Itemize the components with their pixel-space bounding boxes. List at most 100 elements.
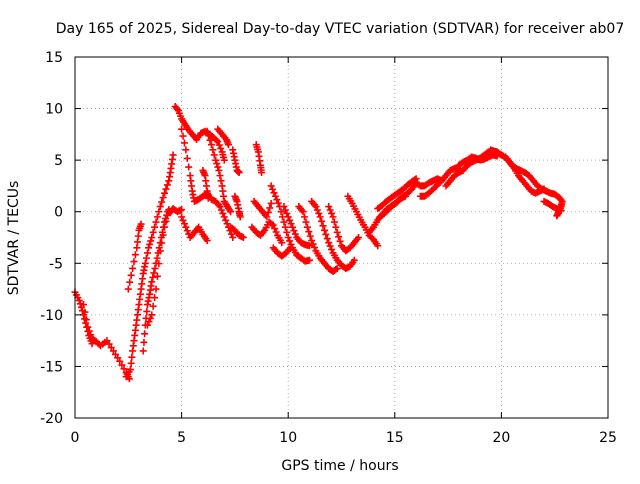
data-point: [312, 203, 320, 211]
data-point: [169, 151, 177, 159]
data-point: [325, 239, 333, 247]
data-point: [328, 246, 336, 254]
data-point: [87, 331, 95, 339]
data-point: [269, 185, 277, 193]
data-point: [179, 216, 187, 224]
data-point: [269, 221, 277, 229]
data-point: [281, 206, 289, 214]
data-point: [227, 230, 235, 238]
data-point: [305, 228, 313, 236]
data-point: [277, 208, 285, 216]
data-point: [81, 308, 89, 316]
y-tick-label: 10: [45, 102, 63, 118]
x-tick-label: 5: [177, 430, 186, 446]
data-point: [149, 228, 157, 236]
chart-title: Day 165 of 2025, Sidereal Day-to-day VTE…: [56, 21, 625, 37]
data-point: [148, 311, 156, 319]
data-point: [118, 361, 126, 369]
data-point: [290, 227, 298, 235]
data-point: [235, 169, 243, 177]
data-point: [134, 232, 142, 240]
data-point: [179, 132, 187, 140]
data-point: [127, 271, 135, 279]
data-point: [126, 366, 134, 374]
data-point: [210, 151, 218, 159]
data-point: [301, 213, 309, 221]
data-point: [318, 217, 326, 225]
data-point: [264, 208, 272, 216]
data-point: [145, 318, 153, 326]
data-point: [116, 357, 124, 365]
data-point: [328, 209, 336, 217]
y-tick-label: -15: [40, 359, 63, 375]
data-point: [153, 272, 161, 280]
data-point: [163, 211, 171, 219]
data-point: [162, 217, 170, 225]
data-point: [134, 238, 142, 246]
data-point: [330, 218, 338, 226]
data-point: [268, 220, 276, 228]
data-point: [150, 269, 158, 277]
data-point: [332, 265, 340, 273]
data-point: [143, 249, 151, 257]
data-point: [315, 209, 323, 217]
data-point: [299, 208, 307, 216]
data-point: [266, 204, 274, 212]
data-point: [145, 244, 153, 252]
x-tick-label: 25: [599, 430, 617, 446]
data-point: [214, 138, 222, 146]
data-point: [303, 223, 311, 231]
data-point: [153, 213, 161, 221]
x-axis-label: GPS time / hours: [281, 458, 398, 474]
data-point: [217, 206, 225, 214]
data-point: [271, 192, 279, 200]
y-tick-label: 0: [54, 205, 63, 221]
data-point: [335, 233, 343, 241]
data-point: [267, 199, 275, 207]
data-point: [120, 365, 128, 373]
data-point: [127, 359, 135, 367]
data-point: [374, 242, 382, 250]
data-point: [223, 220, 231, 228]
data-point: [263, 213, 271, 221]
data-point: [163, 181, 171, 189]
data-point: [325, 203, 333, 211]
data-point: [215, 141, 223, 149]
data-point: [183, 227, 191, 235]
data-point: [207, 141, 215, 149]
data-point: [129, 264, 137, 272]
data-point: [326, 242, 334, 250]
data-point: [180, 139, 188, 147]
data-point: [152, 285, 160, 293]
y-tick-label: -20: [40, 411, 63, 427]
data-point: [146, 240, 154, 248]
data-point: [212, 136, 220, 144]
data-point: [326, 206, 334, 214]
data-point: [283, 209, 291, 217]
data-point: [155, 208, 163, 216]
data-point: [141, 259, 149, 267]
x-tick-label: 20: [492, 430, 510, 446]
data-point: [80, 301, 88, 309]
data-point: [225, 141, 233, 149]
data-point: [220, 156, 228, 164]
y-tick-label: 15: [45, 50, 63, 66]
data-point: [137, 220, 145, 228]
data-point: [355, 234, 363, 241]
data-point: [309, 240, 317, 248]
data-point: [139, 347, 147, 355]
y-tick-label: -10: [40, 308, 63, 324]
x-tick-label: 0: [71, 430, 80, 446]
data-point: [553, 212, 561, 220]
data-point: [306, 232, 314, 240]
data-point: [401, 192, 409, 200]
data-point: [322, 230, 330, 238]
data-point: [267, 182, 275, 190]
data-point: [214, 163, 222, 171]
data-point: [333, 264, 341, 272]
data-point: [213, 160, 221, 168]
data-point: [308, 237, 316, 245]
plot-frame: [74, 56, 609, 419]
x-tick-label: 10: [279, 430, 297, 446]
grid-layer: [75, 57, 608, 418]
